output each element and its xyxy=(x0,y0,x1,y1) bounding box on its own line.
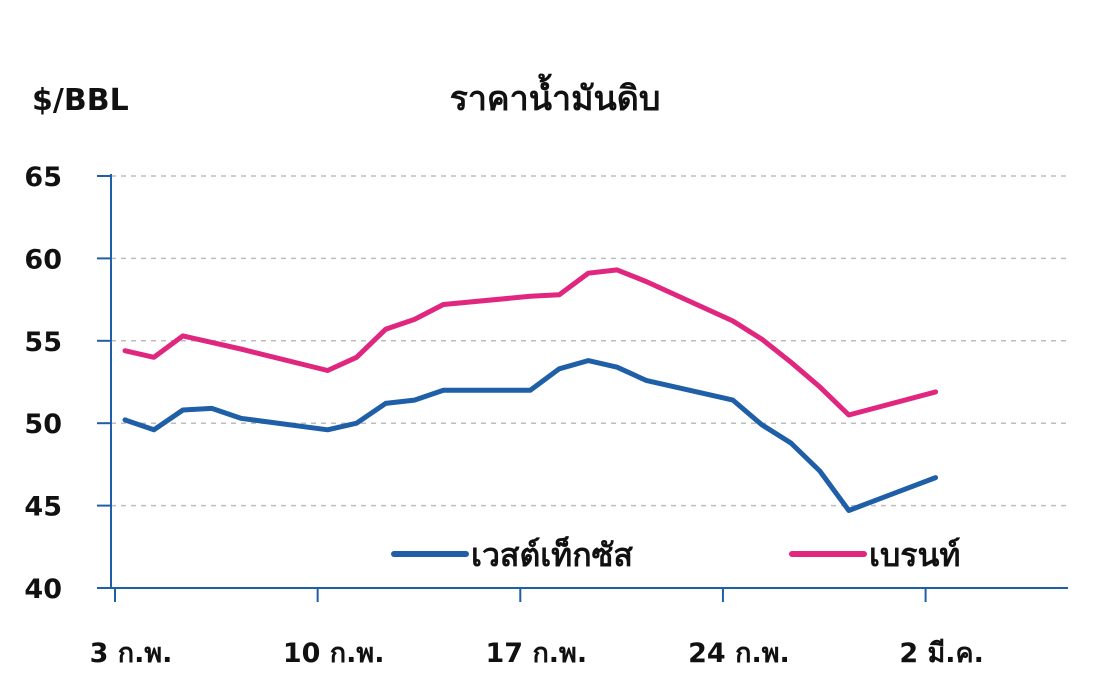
y-tick-label: 55 xyxy=(24,327,62,358)
y-tick-label: 45 xyxy=(24,492,62,523)
x-tick-label: 24 ก.พ. xyxy=(688,638,790,669)
series-line-west-texas xyxy=(122,358,939,513)
legend: เวสต์เท็กซัส เบรนท์ xyxy=(391,535,960,574)
legend-label-brent: เบรนท์ xyxy=(869,536,960,574)
y-tick-label: 60 xyxy=(24,244,62,275)
x-axis: 3 ก.พ. 10 ก.พ. 17 ก.พ. 24 ก.พ. 2 มี.ค. xyxy=(90,587,1068,669)
y-tick-label: 40 xyxy=(24,574,62,605)
legend-label-west-texas: เวสต์เท็กซัส xyxy=(471,535,633,574)
y-tick-label: 65 xyxy=(24,162,62,193)
gridlines xyxy=(111,175,1068,507)
x-tick-label: 17 ก.พ. xyxy=(485,638,587,669)
x-tick-label: 3 ก.พ. xyxy=(90,638,173,669)
x-tick-label: 2 มี.ค. xyxy=(899,638,984,669)
y-axis-unit-label: $/BBL xyxy=(32,83,129,118)
x-tick-label: 10 ก.พ. xyxy=(283,638,385,669)
y-tick-label: 50 xyxy=(24,409,62,440)
y-axis: 40 45 50 55 60 65 xyxy=(24,162,112,605)
series-lines xyxy=(122,267,939,513)
chart-title: ราคาน้ำมันดิบ xyxy=(450,73,661,119)
series-line-brent xyxy=(122,267,939,418)
